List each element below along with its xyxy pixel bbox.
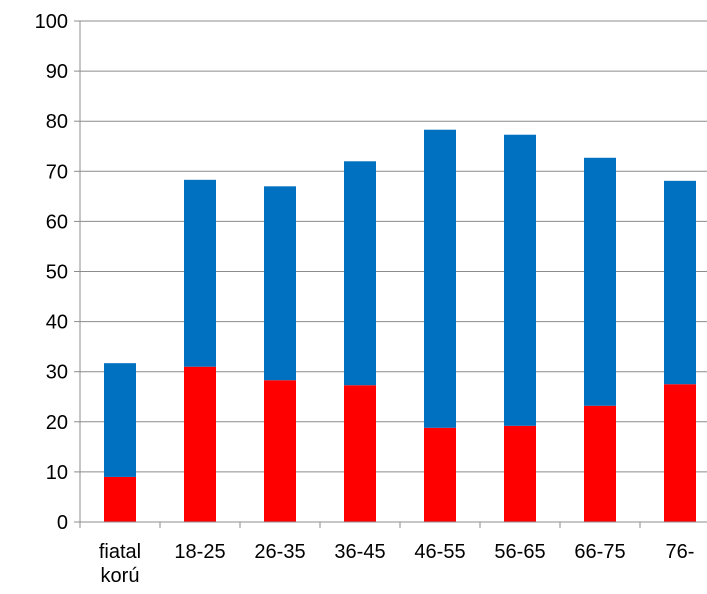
- x-tick-label-line: 26-35: [254, 541, 305, 563]
- x-tick-label: 36-45: [334, 541, 385, 563]
- y-tick-label: 30: [46, 362, 68, 384]
- x-tick-label: 76-: [666, 541, 695, 563]
- bar-segment-series-2: [344, 161, 376, 386]
- bar-segment-series-1: [584, 405, 616, 522]
- bar-segment-series-2: [104, 363, 136, 477]
- x-tick-label: 18-25: [174, 541, 225, 563]
- y-tick-label: 20: [46, 412, 68, 434]
- bar-segment-series-2: [184, 179, 216, 367]
- y-tick-labels: 0 10 20 30 40 50 60 70 80 90 100: [35, 11, 68, 534]
- x-tick-label-line: korú: [101, 565, 140, 587]
- y-tick-label: 80: [46, 111, 68, 133]
- x-tick-label: 56-65: [494, 541, 545, 563]
- bar-segment-series-1: [104, 476, 136, 522]
- bar-segment-series-1: [424, 427, 456, 522]
- x-tick-label-line: 76-: [666, 541, 695, 563]
- x-tick-label-line: 18-25: [174, 541, 225, 563]
- bar-segment-series-2: [584, 157, 616, 406]
- bar-segment-series-2: [664, 180, 696, 385]
- bar-segment-series-1: [184, 366, 216, 522]
- bar-segment-series-1: [664, 384, 696, 522]
- x-tick-label: 26-35: [254, 541, 305, 563]
- x-tick-label-line: 36-45: [334, 541, 385, 563]
- bar-segment-series-2: [504, 134, 536, 426]
- bars: [104, 129, 696, 522]
- bar-segment-series-1: [504, 425, 536, 522]
- bar-segment-series-1: [264, 380, 296, 522]
- x-tick-label-line: 66-75: [574, 541, 625, 563]
- bar-segment-series-2: [264, 186, 296, 381]
- y-tick-label: 10: [46, 462, 68, 484]
- y-tick-label: 100: [35, 11, 68, 33]
- y-tick-label: 40: [46, 312, 68, 334]
- bar-segment-series-2: [424, 129, 456, 428]
- x-tick-label: 46-55: [414, 541, 465, 563]
- y-tick-label: 60: [46, 211, 68, 233]
- y-tick-label: 90: [46, 61, 68, 83]
- x-tick-label: fiatal korú: [99, 541, 141, 587]
- x-tick-label: 66-75: [574, 541, 625, 563]
- x-tick-label-line: fiatal: [99, 541, 141, 563]
- x-tick-label-line: 56-65: [494, 541, 545, 563]
- y-tick-label: 50: [46, 262, 68, 284]
- y-tick-label: 0: [57, 512, 68, 534]
- axes: [74, 20, 707, 528]
- y-tick-label: 70: [46, 161, 68, 183]
- x-tick-label-line: 46-55: [414, 541, 465, 563]
- x-tick-labels: fiatal korú 18-25 26-35 36-45 46-55 56-65 66-75…: [99, 541, 695, 587]
- bar-segment-series-1: [344, 385, 376, 522]
